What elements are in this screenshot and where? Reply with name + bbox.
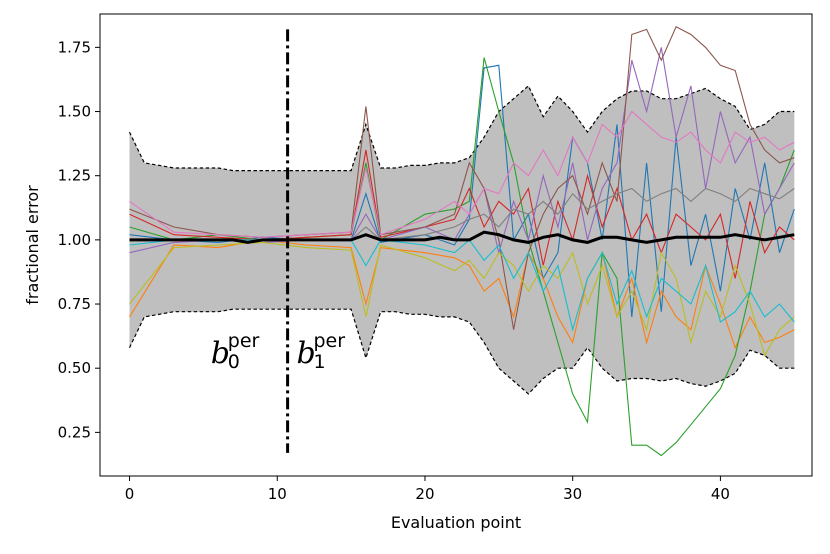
x-tick-label: 20 — [415, 485, 434, 503]
annotation-subscript: 0 — [228, 351, 240, 373]
series-line-5 — [129, 47, 795, 255]
series-line-8 — [129, 187, 795, 241]
series-line-2 — [129, 239, 795, 350]
y-tick-label: 0.25 — [58, 423, 91, 441]
annotation-superscript: per — [228, 330, 260, 352]
y-tick-label: 1.75 — [58, 38, 91, 56]
series-line-4 — [129, 149, 795, 279]
series-line-7 — [129, 110, 795, 238]
x-tick-label: 0 — [125, 485, 135, 503]
x-tick-label: 10 — [268, 485, 287, 503]
x-tick-label: 40 — [711, 485, 730, 503]
annotation-superscript: per — [313, 330, 345, 352]
band-lower-edge — [128, 308, 795, 395]
series-line-9 — [129, 241, 795, 357]
y-axis: 0.25 0.50 0.75 1.00 1.25 1.50 1.75 — [58, 38, 100, 441]
x-tick-label: 30 — [563, 485, 582, 503]
y-tick-label: 0.75 — [58, 295, 91, 313]
annotation-base: b — [296, 336, 315, 371]
plot-frame — [99, 13, 813, 477]
y-tick-label: 1.00 — [58, 231, 91, 249]
series-line-6 — [129, 26, 795, 330]
y-tick-label: 1.25 — [58, 167, 91, 185]
x-axis-label: Evaluation point — [391, 513, 521, 532]
annotation-subscript: 1 — [313, 351, 325, 373]
mean-line — [129, 230, 795, 244]
mean-line-group — [129, 230, 795, 244]
annotation-base: b — [211, 336, 230, 371]
series-line-10 — [129, 239, 795, 332]
y-tick-label: 0.50 — [58, 359, 91, 377]
y-tick-label: 1.50 — [58, 103, 91, 121]
series-line-1 — [129, 64, 795, 317]
x-axis: 0 10 20 30 40 — [125, 476, 730, 503]
y-axis-label: fractional error — [23, 185, 42, 305]
error-series-group — [129, 26, 795, 457]
